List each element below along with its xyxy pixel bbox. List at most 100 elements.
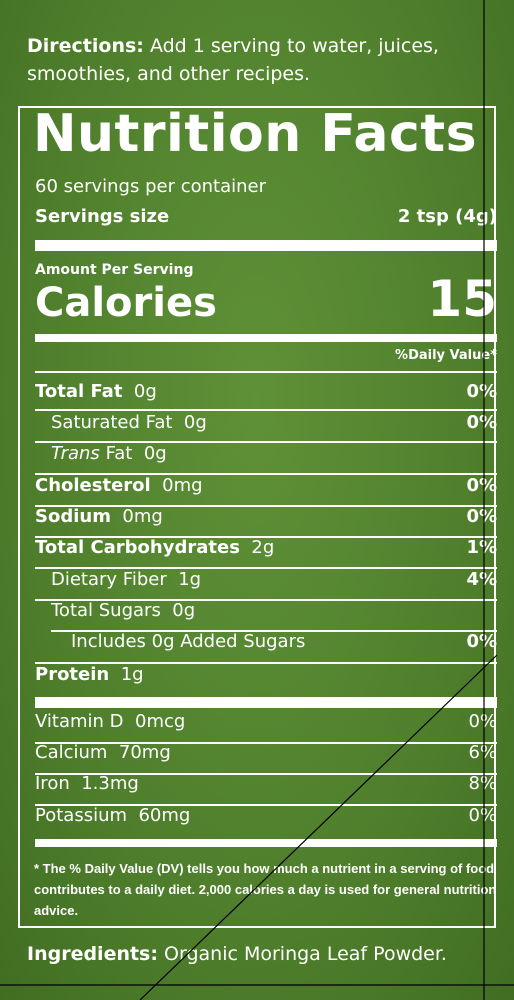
vitamin-name-group: Potassium 60mg (35, 805, 190, 826)
serving-size-value: 2 tsp (4g) (397, 206, 497, 227)
vitamin-dv: 0% (468, 711, 497, 732)
vitamin-row: Calcium 70mg 6% (35, 742, 497, 763)
vitamin-dv: 6% (468, 742, 497, 763)
nutrient-name-italic: Trans (51, 443, 100, 464)
nutrient-name-group: Trans Fat 0g (35, 443, 167, 464)
nutrient-amount: 1g (120, 664, 144, 685)
nutrient-name: Total Fat (35, 381, 123, 402)
nutrient-amount: 0g (172, 600, 196, 621)
vitamin-amount: 0mcg (135, 711, 186, 732)
divider (35, 473, 497, 475)
nutrient-name-group: Dietary Fiber 1g (35, 569, 201, 590)
ingredients-text: Organic Moringa Leaf Powder. (164, 943, 447, 965)
nutrient-row: Dietary Fiber 1g 4% (35, 569, 497, 590)
directions: Directions: Add 1 serving to water, juic… (27, 32, 497, 88)
divider (51, 630, 497, 632)
nutrient-amount: 2g (251, 537, 275, 558)
dv-header-row: %Daily Value* (35, 348, 497, 363)
nutrient-row: Total Sugars 0g (35, 600, 497, 621)
nutrient-name-group: Total Fat 0g (35, 381, 157, 402)
vitamin-row: Iron 1.3mg 8% (35, 773, 497, 794)
nutrient-name: Total Carbohydrates (35, 537, 240, 558)
nutrient-name-group: Cholesterol 0mg (35, 475, 203, 496)
nutrient-dv: 1% (466, 537, 497, 558)
nutrient-name: Saturated Fat (51, 412, 173, 433)
nutrient-name-group: Sodium 0mg (35, 506, 163, 527)
nutrient-amount: 0mg (122, 506, 163, 527)
nutrient-name-group: Total Carbohydrates 2g (35, 537, 274, 558)
nutrient-name: Includes 0g Added Sugars (71, 631, 306, 652)
divider (35, 334, 497, 342)
nutrient-row: Total Fat 0g 0% (35, 381, 497, 402)
divider (35, 371, 497, 373)
nutrient-row: Includes 0g Added Sugars 0% (35, 631, 497, 652)
vitamin-dv: 0% (468, 805, 497, 826)
vitamin-amount: 60mg (138, 805, 191, 826)
nutrient-row: Saturated Fat 0g 0% (35, 412, 497, 433)
nutrient-row: Total Carbohydrates 2g 1% (35, 537, 497, 558)
ingredients-label: Ingredients: (27, 943, 158, 965)
servings-per-container: 60 servings per container (35, 176, 266, 197)
serving-size-row: Servings size 2 tsp (4g) (35, 206, 497, 227)
nutrient-row: Sodium 0mg 0% (35, 506, 497, 527)
nutrient-dv: 4% (466, 569, 497, 590)
nutrient-amount: 0mg (162, 475, 203, 496)
calories-row: Calories 15 (35, 272, 497, 326)
nutrient-name: Sodium (35, 506, 111, 527)
nutrient-amount: 0g (133, 381, 157, 402)
vitamin-amount: 70mg (118, 742, 171, 763)
nutrient-amount: 0g (183, 412, 207, 433)
nutrient-name: Total Sugars (51, 600, 161, 621)
vitamin-name: Iron (35, 773, 70, 794)
nutrient-name-group: Includes 0g Added Sugars (35, 631, 305, 652)
calories-value: 15 (427, 270, 497, 328)
daily-value-header: %Daily Value* (395, 348, 497, 363)
footnote: * The % Daily Value (DV) tells you how m… (34, 861, 497, 918)
vitamin-row: Potassium 60mg 0% (35, 805, 497, 826)
divider (35, 409, 497, 411)
nutrient-name: Cholesterol (35, 475, 151, 496)
nutrient-name: Dietary Fiber (51, 569, 167, 590)
nutrient-dv: 0% (466, 631, 497, 652)
nutrient-name: Fat (105, 443, 133, 464)
nutrient-name-group: Total Sugars 0g (35, 600, 195, 621)
nutrient-dv: 0% (466, 475, 497, 496)
nutrient-dv: 0% (466, 506, 497, 527)
amount-per-serving: Amount Per Serving (35, 262, 194, 278)
divider (35, 839, 497, 847)
nutrient-name-group: Protein 1g (35, 664, 144, 685)
divider (35, 599, 497, 601)
ingredients: Ingredients: Organic Moringa Leaf Powder… (27, 943, 447, 965)
servings-row: 60 servings per container (35, 176, 497, 197)
vitamin-amount: 1.3mg (81, 773, 139, 794)
divider (35, 697, 497, 708)
directions-text: Add 1 serving to water, juices, smoothie… (27, 35, 439, 85)
divider (35, 567, 497, 569)
vitamin-name: Potassium (35, 805, 128, 826)
divider (35, 505, 497, 507)
amount-row: Amount Per Serving (35, 262, 497, 278)
vitamin-name-group: Calcium 70mg (35, 742, 171, 763)
vitamin-name: Calcium (35, 742, 108, 763)
nutrient-name-group: Saturated Fat 0g (35, 412, 207, 433)
nutrient-name: Protein (35, 664, 110, 685)
nutrient-amount: 0g (143, 443, 167, 464)
nutrient-amount: 1g (178, 569, 202, 590)
directions-label: Directions: (27, 35, 144, 57)
nutrient-dv: 0% (466, 381, 497, 402)
vitamin-name-group: Vitamin D 0mcg (35, 711, 185, 732)
facts-title: Nutrition Facts (33, 104, 478, 164)
serving-size-label: Servings size (35, 206, 170, 227)
nutrient-row: Trans Fat 0g (35, 443, 497, 464)
vitamin-dv: 8% (468, 773, 497, 794)
vitamin-row: Vitamin D 0mcg 0% (35, 711, 497, 732)
nutrient-row: Cholesterol 0mg 0% (35, 475, 497, 496)
nutrient-dv: 0% (466, 412, 497, 433)
divider (35, 240, 497, 251)
divider (35, 441, 497, 443)
calories-label: Calories (35, 280, 217, 326)
vitamin-name: Vitamin D (35, 711, 124, 732)
vitamin-name-group: Iron 1.3mg (35, 773, 139, 794)
divider (35, 536, 497, 538)
